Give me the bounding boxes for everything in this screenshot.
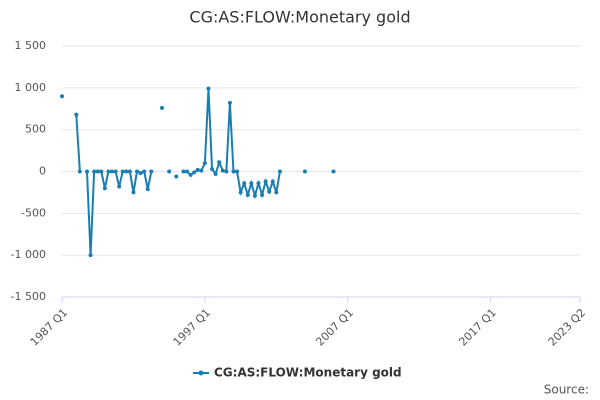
point	[120, 169, 125, 174]
point	[138, 171, 143, 176]
point	[149, 169, 154, 174]
x-tick-label: 2023 Q2	[546, 306, 589, 349]
point	[249, 181, 254, 186]
point	[60, 94, 64, 99]
x-tick-label: 2017 Q1	[456, 306, 499, 349]
point	[77, 169, 82, 174]
point	[124, 169, 129, 174]
point	[174, 174, 179, 179]
point	[210, 166, 215, 171]
point	[260, 192, 265, 197]
y-tick-label: -500	[21, 206, 46, 219]
point	[274, 190, 279, 195]
x-tick-label: 1987 Q1	[28, 306, 71, 349]
point	[167, 169, 172, 174]
point	[92, 169, 97, 174]
y-tick-label: 0	[39, 165, 46, 178]
point	[331, 169, 336, 174]
point	[256, 181, 261, 186]
y-tick-label: 1 000	[15, 81, 47, 94]
point	[110, 169, 115, 174]
point	[267, 189, 272, 194]
point	[85, 169, 90, 174]
point	[195, 167, 200, 172]
point	[238, 190, 243, 195]
point	[135, 169, 140, 174]
point	[192, 170, 197, 175]
point	[202, 161, 207, 166]
x-tick-label: 1997 Q1	[171, 306, 214, 349]
point	[99, 169, 104, 174]
point	[263, 179, 268, 184]
point	[145, 187, 150, 192]
point	[142, 169, 147, 174]
point	[113, 169, 118, 174]
point	[88, 253, 93, 258]
point	[217, 160, 222, 165]
source: Source:	[544, 383, 589, 397]
point	[199, 168, 204, 173]
point	[131, 190, 136, 195]
point	[127, 169, 132, 174]
point	[302, 169, 307, 174]
point	[117, 184, 122, 189]
point	[224, 169, 229, 174]
y-tick-label: -1 500	[11, 290, 46, 303]
point	[188, 172, 193, 177]
point	[227, 100, 232, 105]
point	[277, 169, 282, 174]
point	[270, 179, 275, 184]
legend-label: CG:AS:FLOW:Monetary gold	[214, 366, 402, 380]
legend-marker	[198, 370, 204, 376]
y-tick-label: 500	[25, 123, 46, 136]
point	[220, 168, 225, 173]
point	[213, 172, 218, 177]
point	[160, 105, 165, 110]
chart-title: CG:AS:FLOW:Monetary gold	[189, 8, 410, 27]
point	[235, 169, 240, 174]
x-tick-label: 2007 Q1	[313, 306, 356, 349]
point	[206, 86, 211, 91]
point	[252, 193, 257, 198]
y-tick-label: 1 500	[15, 39, 47, 52]
y-tick-label: -1 000	[11, 248, 46, 261]
point	[242, 181, 247, 186]
point	[74, 112, 79, 117]
point	[95, 169, 100, 174]
point	[185, 169, 190, 174]
point	[181, 169, 186, 174]
point	[245, 192, 250, 197]
point	[102, 186, 107, 191]
point	[106, 169, 111, 174]
point	[231, 169, 236, 174]
